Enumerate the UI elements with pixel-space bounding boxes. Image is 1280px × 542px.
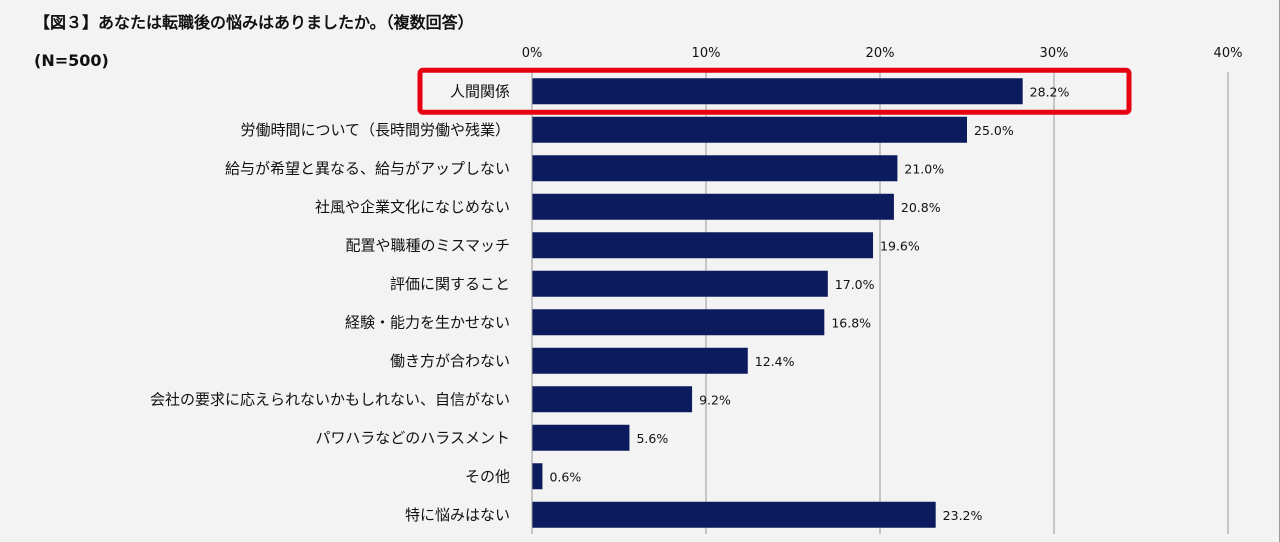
category-label: 経験・能力を生かせない — [345, 313, 510, 331]
sample-size-label: (N=500) — [34, 51, 109, 70]
category-label: 社風や企業文化になじめない — [315, 198, 510, 216]
x-tick-label: 20% — [866, 46, 895, 61]
bar — [532, 501, 936, 528]
category-label: その他 — [465, 467, 510, 485]
value-label: 17.0% — [835, 277, 875, 292]
value-label: 20.8% — [901, 200, 941, 215]
value-label: 5.6% — [636, 431, 668, 446]
category-label: 会社の要求に応えられないかもしれない、自信がない — [150, 390, 510, 408]
bar — [532, 116, 967, 143]
value-label: 25.0% — [974, 123, 1014, 138]
value-label: 12.4% — [755, 354, 795, 369]
bar — [532, 78, 1023, 105]
value-label: 19.6% — [880, 238, 920, 253]
value-label: 23.2% — [943, 508, 983, 523]
x-tick-label: 30% — [1040, 46, 1069, 61]
category-label: 人間関係 — [450, 82, 510, 100]
category-label: 評価に関すること — [390, 275, 510, 293]
bar — [532, 386, 693, 413]
value-label: 0.6% — [549, 469, 581, 484]
x-tick-label: 10% — [692, 46, 721, 61]
x-tick-label: 0% — [522, 46, 543, 61]
value-label: 16.8% — [831, 315, 871, 330]
bar — [532, 232, 874, 259]
bar — [532, 463, 543, 490]
category-label: 特に悩みはない — [405, 506, 510, 524]
value-label: 9.2% — [699, 392, 731, 407]
highlight-box — [417, 67, 1132, 115]
bar — [532, 155, 898, 182]
x-tick-label: 40% — [1214, 46, 1243, 61]
chart-title: 【図３】あなたは転職後の悩みはありましたか。（複数回答） — [34, 13, 474, 32]
category-label: 配置や職種のミスマッチ — [345, 236, 510, 254]
category-label: パワハラなどのハラスメント — [315, 429, 510, 447]
bar — [532, 270, 828, 297]
bar — [532, 424, 630, 451]
category-label: 労働時間について（長時間労働や残業） — [240, 121, 510, 139]
bar — [532, 193, 894, 220]
value-label: 21.0% — [904, 161, 944, 176]
category-label: 働き方が合わない — [390, 352, 510, 370]
value-label: 28.2% — [1030, 84, 1070, 99]
bar — [532, 347, 748, 374]
bar — [532, 309, 825, 336]
category-label: 給与が希望と異なる、給与がアップしない — [225, 159, 510, 177]
